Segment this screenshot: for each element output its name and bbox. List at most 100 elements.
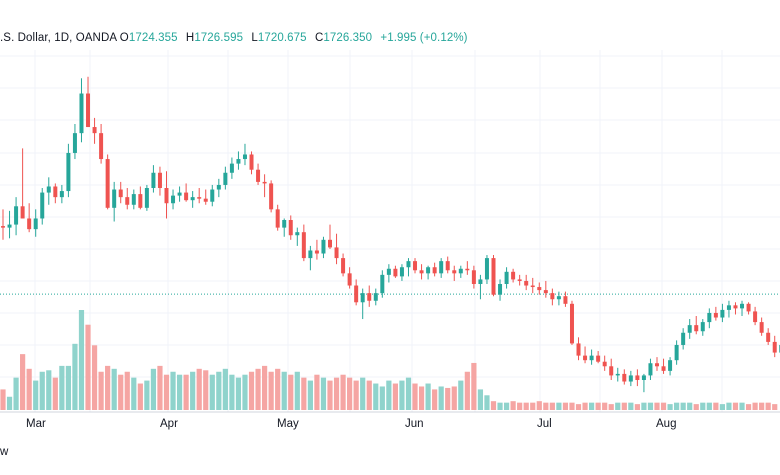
candle [635,369,640,387]
candle [288,215,293,240]
candle [354,279,359,306]
candle-body [33,218,38,230]
candle-body [668,360,673,371]
volume-bar [72,343,78,410]
candle-body [628,375,633,382]
volume-bar [26,368,32,410]
volume-bar [595,402,601,410]
volume-bar [745,404,752,410]
volume-bar [360,377,366,410]
volume-bar [163,374,170,410]
volume-bar [674,402,680,410]
candle [622,369,627,385]
candles [1,76,780,393]
candle [419,264,424,280]
candle [563,291,568,307]
candle [569,300,574,345]
candle-body [138,194,143,208]
volume-bar [418,386,425,410]
candle-body [380,274,385,294]
volume-bar [438,386,444,410]
candle-body [432,267,437,274]
volume-bar [732,402,739,410]
volume-bar [621,402,627,410]
candle-body [426,267,431,274]
candle [713,306,718,321]
volume-bar [503,402,510,410]
candle [661,358,666,374]
volume-bar [569,402,575,410]
candle [216,178,221,198]
x-tick-jun: Jun [405,418,424,430]
volume-bar [471,362,477,410]
candle-body [66,152,71,192]
candle [432,262,437,277]
volume-bar [458,380,464,410]
volume-bar [759,402,765,410]
candle [105,154,110,210]
volume-bar [484,395,490,410]
open-value: 1724.355 [128,32,178,44]
candle-body [334,247,339,259]
candle [373,288,378,306]
candle [648,358,653,380]
candle-body [687,325,692,333]
candle [550,288,555,306]
volume-bar [137,383,143,410]
candle [720,303,725,323]
candle-body [20,206,25,219]
candle [399,264,404,281]
volume-bars [0,310,778,410]
candle-body [740,303,745,309]
candle-body [609,366,614,376]
candle-body [596,355,601,362]
candle [687,319,692,339]
candle [576,337,581,361]
candle [177,186,182,202]
volume-bar [700,402,706,410]
volume-bar [347,377,353,410]
change-value: +1.995 (+0.12%) [380,32,468,44]
candle [46,177,51,205]
candle [72,124,77,160]
volume-bar [713,402,719,410]
candle-body [1,226,5,228]
candle [203,189,208,205]
volume-bar [78,310,85,410]
candle [53,183,58,204]
candle-body [92,127,97,134]
candle-body [164,188,169,204]
candle-body [308,250,313,259]
candle [112,181,117,222]
candle [458,265,463,278]
candle [759,317,764,336]
candle-body [452,270,457,274]
candle-body [576,343,581,356]
candle [256,163,261,185]
candle-body [360,293,365,303]
candle-body [347,273,352,286]
candle-body [674,344,679,361]
candle-body [131,194,136,205]
volume-bar [549,402,555,410]
candle [164,171,169,219]
candle [334,233,339,265]
candle-body [556,296,561,300]
candle [308,245,313,271]
volume-bar [575,404,582,410]
candle [694,316,699,335]
candle [589,349,594,365]
volume-bar [412,383,418,410]
volume-bar [209,374,215,410]
volume-bar [268,371,274,410]
candle-body [223,172,228,185]
grid-lines [0,50,780,413]
candle-body [171,195,176,204]
x-tick-apr: Apr [160,418,178,430]
candle-body [275,209,280,228]
volume-bar [464,371,470,410]
volume-bar [432,389,438,410]
candle [171,189,176,210]
